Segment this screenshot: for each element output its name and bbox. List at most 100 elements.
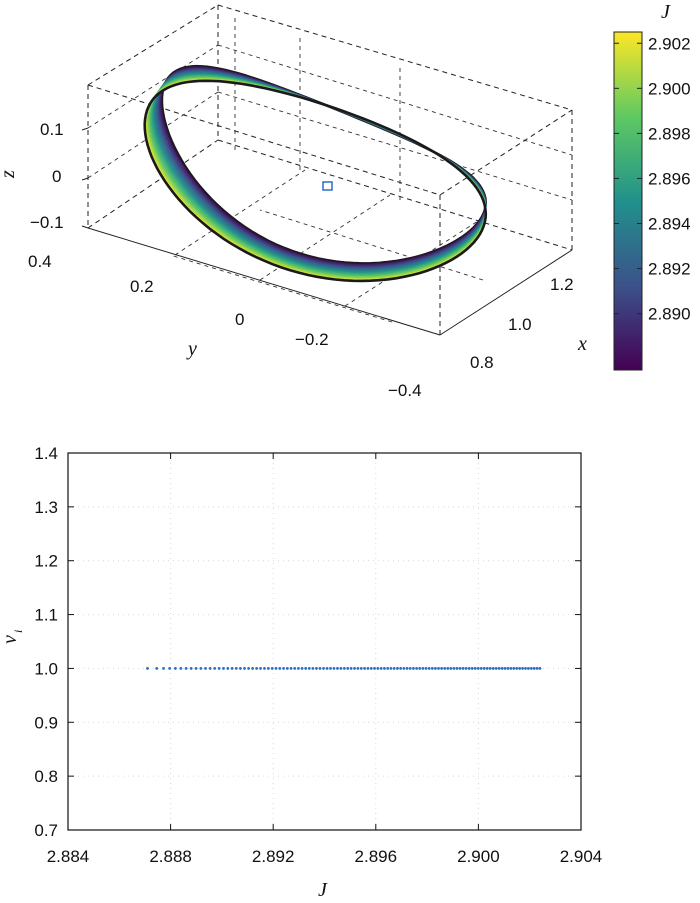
y-tick-label: 0.8: [34, 767, 58, 786]
data-point: [470, 667, 474, 670]
orbit-curve: [160, 66, 487, 266]
data-point: [437, 667, 440, 670]
x-axis-label: x: [577, 333, 587, 355]
x-tick-label: 2.900: [457, 847, 500, 866]
y-tick-label: 0.7: [34, 821, 58, 840]
data-point: [255, 667, 259, 670]
data-point: [342, 667, 346, 670]
colorbar: J 2.902 2.900 2.898 2.896 2.894 2.892 2.890: [613, 1, 691, 371]
data-point: [282, 667, 285, 670]
y-axis-label: y: [186, 338, 197, 360]
x-tick-label: 2.884: [47, 847, 90, 866]
data-point: [247, 667, 250, 670]
y-tick-label: −0.4: [388, 381, 422, 400]
data-point: [373, 667, 376, 670]
data-point: [399, 667, 403, 670]
orbit-curve: [157, 69, 487, 269]
data-point: [213, 667, 217, 670]
data-point: [204, 667, 207, 670]
orbit-curve: [160, 64, 488, 265]
data-point: [488, 667, 492, 670]
z-axis: 0.1 0 −0.1 z: [0, 120, 89, 232]
data-point: [515, 667, 519, 670]
y-tick-label: 1.4: [34, 444, 58, 463]
data-point: [363, 667, 367, 670]
data-point: [509, 667, 513, 670]
data-point: [455, 667, 459, 670]
colorbar-label: J: [661, 1, 671, 23]
data-point: [194, 667, 198, 670]
scatter-plot: 0.7 0.8 0.9 1.0 1.1 1.2 1.3 1.4 2.884 2.888 2.892…: [0, 444, 602, 901]
data-point: [421, 667, 425, 670]
data-point: [500, 667, 504, 670]
data-point: [379, 667, 383, 670]
data-point: [430, 667, 434, 670]
data-point: [405, 667, 409, 670]
y-tick-label: 0: [235, 310, 244, 329]
x-tick-label: 1.0: [508, 315, 532, 334]
orbit-curve: [155, 70, 487, 271]
data-point: [189, 667, 193, 670]
data-point: [491, 667, 495, 670]
x-tick-label: 2.896: [355, 847, 398, 866]
z-tick-label: 0.1: [40, 120, 64, 139]
z-axis-label: z: [0, 170, 19, 179]
data-point: [396, 667, 399, 670]
data-point: [389, 667, 393, 670]
data-point: [234, 667, 238, 670]
x-tick-label: 0.8: [470, 353, 494, 372]
data-point: [346, 667, 350, 670]
data-point: [408, 667, 412, 670]
y-axis-label-sub: i: [11, 630, 25, 633]
y-axis-label: v i: [0, 630, 25, 644]
data-point: [230, 667, 234, 670]
x-tick-label: 2.888: [149, 847, 192, 866]
data-point: [526, 667, 530, 670]
data-point: [479, 667, 483, 670]
data-point: [226, 667, 230, 670]
data-point: [239, 667, 242, 670]
data-point: [293, 667, 297, 670]
data-point: [461, 667, 465, 670]
data-point: [392, 667, 396, 670]
y-tick-label: 0.9: [34, 713, 58, 732]
colorbar-tick-label: 2.900: [648, 79, 691, 98]
y-tick-label: 0.2: [130, 277, 154, 296]
z-tick-label: −0.1: [30, 213, 64, 232]
data-point: [476, 667, 480, 670]
data-point: [359, 667, 363, 670]
y-tick-label: 1.2: [34, 552, 58, 571]
data-point: [440, 667, 444, 670]
data-point: [494, 667, 498, 670]
data-point: [222, 667, 225, 670]
data-point: [300, 667, 304, 670]
data-point: [427, 667, 431, 670]
libration-point-marker: [322, 181, 333, 191]
data-point: [332, 667, 336, 670]
colorbar-gradient: [613, 31, 643, 371]
colorbar-tick-label: 2.896: [648, 169, 691, 188]
data-point: [278, 667, 282, 670]
orbit-3d-plot: 0.1 0 −0.1 z 0.4 0.2 0 −0.2 −0.4 y 0.8 1…: [0, 1, 691, 400]
y-tick-label: 0.4: [28, 252, 52, 271]
data-point: [506, 667, 510, 670]
series-points: [146, 667, 542, 670]
orbit-curve: [143, 79, 488, 283]
data-point: [418, 667, 422, 670]
data-point: [449, 667, 453, 670]
orbit-family: [143, 64, 488, 283]
data-point: [297, 667, 300, 670]
grid: [67, 452, 582, 831]
colorbar-ticks: 2.902 2.900 2.898 2.896 2.894 2.892 2.890: [614, 34, 691, 324]
data-point: [518, 667, 522, 670]
plot-frame: [67, 452, 582, 831]
data-point: [383, 667, 386, 670]
data-point: [529, 667, 533, 670]
data-point: [199, 667, 203, 670]
data-point: [467, 667, 471, 670]
data-point: [512, 667, 516, 670]
data-point: [446, 667, 450, 670]
data-point: [274, 667, 278, 670]
data-point: [146, 667, 149, 670]
data-point: [174, 667, 177, 670]
